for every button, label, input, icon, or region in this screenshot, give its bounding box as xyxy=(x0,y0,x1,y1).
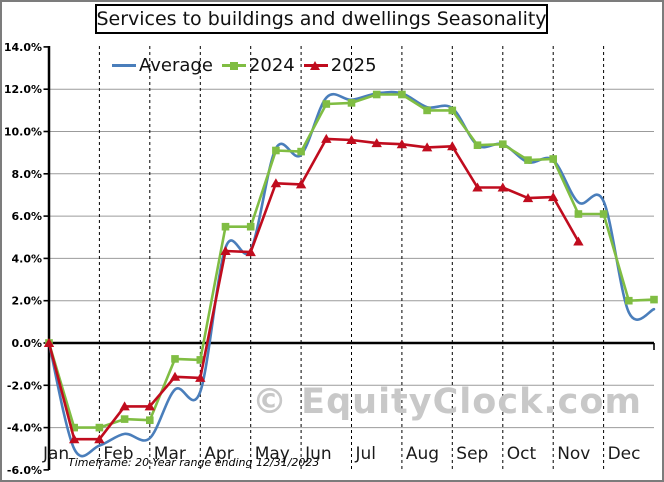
triangle-marker-2025 xyxy=(396,139,408,149)
triangle-marker-2025 xyxy=(220,246,231,255)
triangle-marker-2025 xyxy=(346,135,357,144)
series-line-2025 xyxy=(47,137,580,441)
square-marker-2024 xyxy=(95,423,104,432)
y-axis-label: -4.0% xyxy=(7,422,42,435)
square-marker-2024 xyxy=(70,423,78,432)
triangle-marker-2025 xyxy=(371,138,382,148)
y-axis-label: -6.0% xyxy=(7,464,42,477)
y-axis-label: 12.0% xyxy=(4,83,42,96)
x-axis-label: Mar xyxy=(154,444,186,464)
square-marker-2024 xyxy=(549,155,557,163)
x-axis-label: Apr xyxy=(204,444,233,464)
square-marker-2024 xyxy=(599,210,608,218)
triangle-marker-2025 xyxy=(573,236,584,246)
square-marker-2024 xyxy=(423,106,431,115)
x-axis-label: Nov xyxy=(557,444,590,464)
square-marker-2024 xyxy=(272,146,280,155)
legend-item-2024: 2024 xyxy=(221,55,295,76)
x-axis-label: Oct xyxy=(507,444,537,464)
y-axis-label: 14.0% xyxy=(4,41,42,54)
square-marker-2024 xyxy=(221,222,230,231)
triangle-marker-2025 xyxy=(421,142,433,152)
triangle-marker-2025 xyxy=(69,434,80,444)
square-marker-2024 xyxy=(398,90,406,99)
square-marker-2024 xyxy=(120,415,129,423)
square-marker-2024 xyxy=(297,147,305,156)
triangle-marker-2025 xyxy=(119,401,130,411)
y-axis-label: 2.0% xyxy=(11,295,42,308)
square-marker-2024 xyxy=(347,99,356,107)
y-axis-label: 4.0% xyxy=(11,252,42,265)
triangle-marker-2025 xyxy=(472,182,483,192)
x-axis-label: Sep xyxy=(456,444,488,464)
triangle-marker-2025 xyxy=(144,401,155,411)
triangle-marker-2025 xyxy=(195,372,206,382)
square-marker-2024 xyxy=(625,296,633,305)
triangle-marker-2025 xyxy=(497,182,508,192)
square-marker-2024 xyxy=(499,140,507,148)
square-marker-2024 xyxy=(322,100,331,108)
legend-label-average: Average xyxy=(139,55,213,76)
x-axis-label: Feb xyxy=(103,444,133,464)
x-axis-label: Jan xyxy=(42,444,69,464)
series-lines xyxy=(43,90,658,458)
square-marker-swatch-icon xyxy=(221,60,246,71)
square-marker-2024 xyxy=(448,106,457,115)
y-axis-labels: 14.0% 12.0% 10.0% 8.0% 6.0% 4.0% 2.0% 0.0% -2.0%… xyxy=(4,41,42,477)
square-marker-2024 xyxy=(650,295,658,304)
triangle-marker-2025 xyxy=(321,133,332,143)
triangle-marker-2025 xyxy=(447,141,458,151)
triangle-marker-2025 xyxy=(245,247,256,257)
square-marker-2024 xyxy=(246,222,255,231)
triangle-marker-2025 xyxy=(548,192,559,202)
triangle-marker-2025 xyxy=(43,338,55,347)
legend-item-average: Average xyxy=(112,55,213,76)
watermark: © EquityClock.com xyxy=(252,382,642,422)
triangle-marker-2025 xyxy=(169,371,181,381)
square-marker-2024 xyxy=(372,90,381,99)
month-separators xyxy=(98,46,605,470)
square-marker-2024 xyxy=(146,416,154,424)
y-axis-label: 10.0% xyxy=(4,126,42,139)
square-marker-2024 xyxy=(473,141,482,149)
x-axis-label: Dec xyxy=(608,444,641,464)
x-axis-labels: Jan Feb Mar Apr May Jun Jul Aug Sep Oct Nov Dec xyxy=(42,444,641,464)
triangle-marker-2025 xyxy=(295,179,307,189)
triangle-marker-2025 xyxy=(94,434,105,444)
y-axis-label: 6.0% xyxy=(11,210,42,223)
axes xyxy=(43,46,655,471)
triangle-marker-swatch-icon xyxy=(303,60,328,71)
triangle-marker-2025 xyxy=(270,178,282,188)
y-axis-label: -2.0% xyxy=(7,379,42,392)
legend-item-2025: 2025 xyxy=(303,55,377,76)
y-axis-label: 0.0% xyxy=(11,337,42,350)
triangle-marker-2025 xyxy=(522,193,534,203)
square-marker-2024 xyxy=(574,210,583,218)
square-marker-2024 xyxy=(171,355,179,363)
legend-label-2025: 2025 xyxy=(330,55,377,76)
legend: Average 2024 2025 xyxy=(112,55,377,76)
square-marker-2024 xyxy=(196,356,205,364)
x-axis-label: May xyxy=(255,444,290,464)
x-axis-label: Jul xyxy=(355,444,377,464)
timeframe-note: Timeframe: 20-Year range ending 12/31/20… xyxy=(68,456,320,469)
x-axis-label: Aug xyxy=(406,444,439,464)
average-line-swatch-icon xyxy=(112,60,136,71)
legend-label-2024: 2024 xyxy=(248,55,295,76)
chart-title: Services to buildings and dwellings Seas… xyxy=(95,4,548,34)
square-marker-2024 xyxy=(524,156,532,164)
y-axis-label: 8.0% xyxy=(11,168,42,181)
x-axis-label: Jun xyxy=(304,444,332,464)
